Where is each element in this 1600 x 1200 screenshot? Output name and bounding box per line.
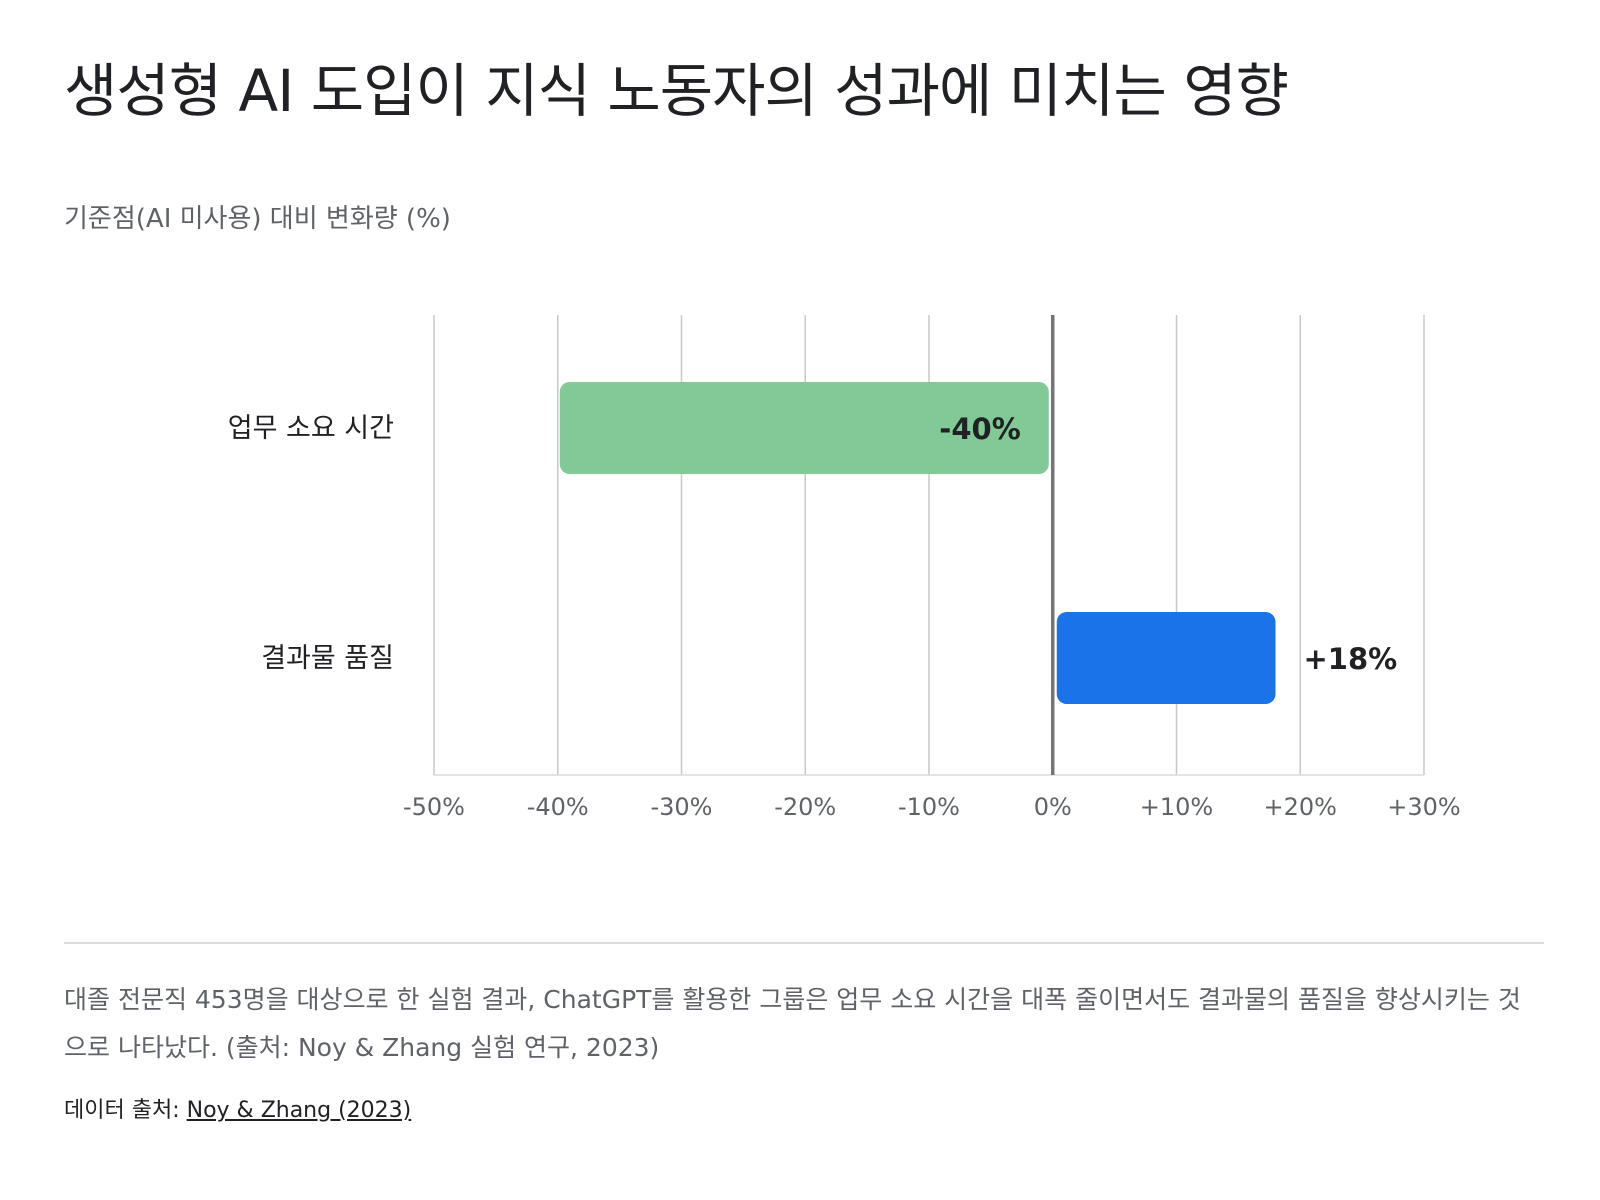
x-tick-label: -20%	[774, 793, 836, 821]
value-label: +18%	[1304, 642, 1398, 676]
bar-0	[559, 382, 1049, 474]
x-tick-label: -30%	[650, 793, 712, 821]
chart-subtitle: 기준점(AI 미사용) 대비 변화량 (%)	[64, 204, 451, 234]
x-tick-label: -40%	[527, 793, 589, 821]
x-tick-label: +10%	[1140, 793, 1213, 821]
bar-chart: -50% -40% -30% -20% -10% 0% +10% +20% +30% 업무 소요 …	[228, 315, 1461, 821]
category-label: 업무 소요 시간	[228, 413, 394, 444]
source-prefix: 데이터 출처:	[64, 1098, 187, 1123]
chart-summary: 대졸 전문직 453명을 대상으로 한 실험 결과, ChatGPT를 활용한 …	[64, 985, 1521, 1062]
source-link[interactable]: Noy & Zhang (2023)	[186, 1098, 412, 1123]
section-divider	[64, 942, 1544, 944]
x-tick-label: -50%	[403, 793, 465, 821]
value-label: -40%	[939, 412, 1020, 446]
chart-title: 생성형 AI 도입이 지식 노동자의 성과에 미치는 영향	[64, 57, 1289, 125]
bar-1	[1056, 612, 1276, 704]
x-tick-label: -10%	[898, 793, 960, 821]
x-tick-label: +30%	[1387, 793, 1460, 821]
x-tick-label: +20%	[1264, 793, 1337, 821]
data-source: 데이터 출처: Noy & Zhang (2023)	[64, 1092, 411, 1124]
category-label: 결과물 품질	[261, 643, 394, 674]
x-tick-label: 0%	[1034, 793, 1072, 821]
